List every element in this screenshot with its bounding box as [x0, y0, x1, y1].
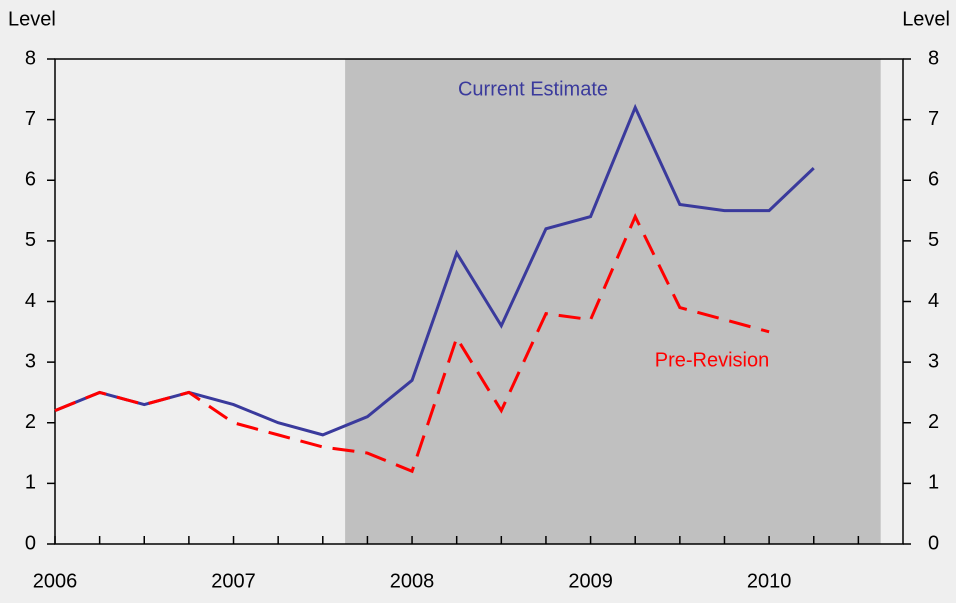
y2-tick-label: 4 — [928, 290, 939, 312]
series-line — [54, 213, 770, 474]
plot-frame — [54, 58, 904, 545]
shaded-region — [345, 59, 881, 544]
y2-tick-label: 1 — [928, 472, 939, 494]
y2-tick-label: 6 — [928, 169, 939, 191]
y2-tick-label: 3 — [928, 350, 939, 372]
y2-tick-label: 0 — [928, 532, 939, 554]
y-tick-label: 1 — [25, 472, 36, 494]
y-tick-label: 6 — [25, 169, 36, 191]
series-label: Current Estimate — [458, 78, 608, 100]
y2-axis-label: Level — [902, 8, 950, 30]
y-tick-label: 5 — [25, 229, 36, 251]
x-tick-label: 2008 — [390, 570, 435, 592]
y-tick-label: 2 — [25, 411, 36, 433]
y2-tick-label: 7 — [928, 108, 939, 130]
y2-tick-label: 5 — [928, 229, 939, 251]
y-tick-label: 8 — [25, 47, 36, 69]
y-tick-label: 3 — [25, 350, 36, 372]
x-tick-label: 2006 — [33, 570, 78, 592]
y2-tick-label: 8 — [928, 47, 939, 69]
x-tick-label: 2007 — [211, 570, 256, 592]
y-tick-label: 4 — [25, 290, 36, 312]
x-tick-label: 2009 — [568, 570, 613, 592]
y-tick-label: 0 — [25, 532, 36, 554]
series-label: Pre-Revision — [655, 349, 769, 371]
x-tick-label: 2010 — [747, 570, 792, 592]
y2-tick-label: 2 — [928, 411, 939, 433]
y-tick-label: 7 — [25, 108, 36, 130]
y-axis-label: Level — [8, 8, 56, 30]
